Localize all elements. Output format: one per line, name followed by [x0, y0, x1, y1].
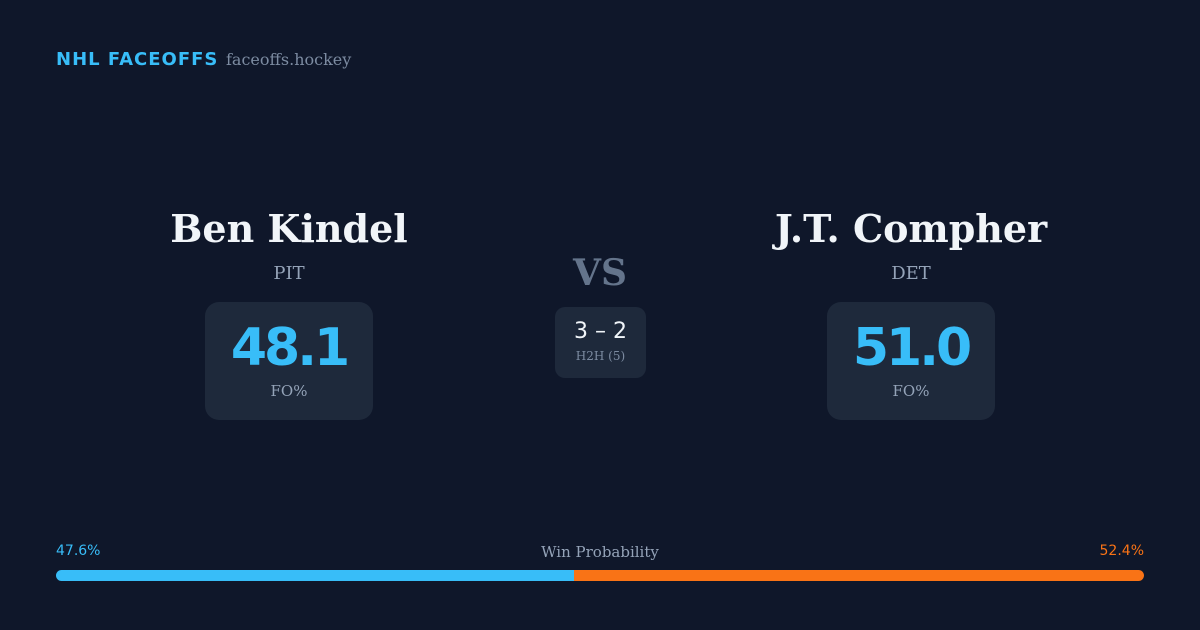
player-team: PIT: [273, 263, 305, 284]
win-prob-right: 52.4%: [1099, 543, 1144, 559]
player-name: J.T. Compher: [774, 206, 1048, 251]
stat-label: FO%: [892, 382, 930, 400]
win-prob-segment: [573, 570, 1144, 581]
h2h-card: [555, 307, 646, 378]
versus: VS: [573, 252, 627, 294]
win-prob-segment: [56, 570, 574, 581]
h2h-label: H2H (5): [575, 349, 626, 363]
stat-value: 51.0: [852, 318, 972, 378]
player-team: DET: [891, 263, 931, 284]
brand: NHL FACEOFFS: [56, 49, 219, 70]
h2h-score: 3 – 2: [574, 319, 627, 344]
stat-label: FO%: [270, 382, 308, 400]
player-name: Ben Kindel: [170, 206, 408, 251]
win-prob-title: Win Probability: [541, 543, 659, 561]
site: faceoffs.hockey: [226, 50, 352, 69]
stat-value: 48.1: [230, 318, 350, 378]
win-prob-left: 47.6%: [56, 543, 101, 559]
stat-card: [827, 302, 995, 420]
win-prob-bar: [56, 570, 1144, 581]
stat-card: [205, 302, 373, 420]
